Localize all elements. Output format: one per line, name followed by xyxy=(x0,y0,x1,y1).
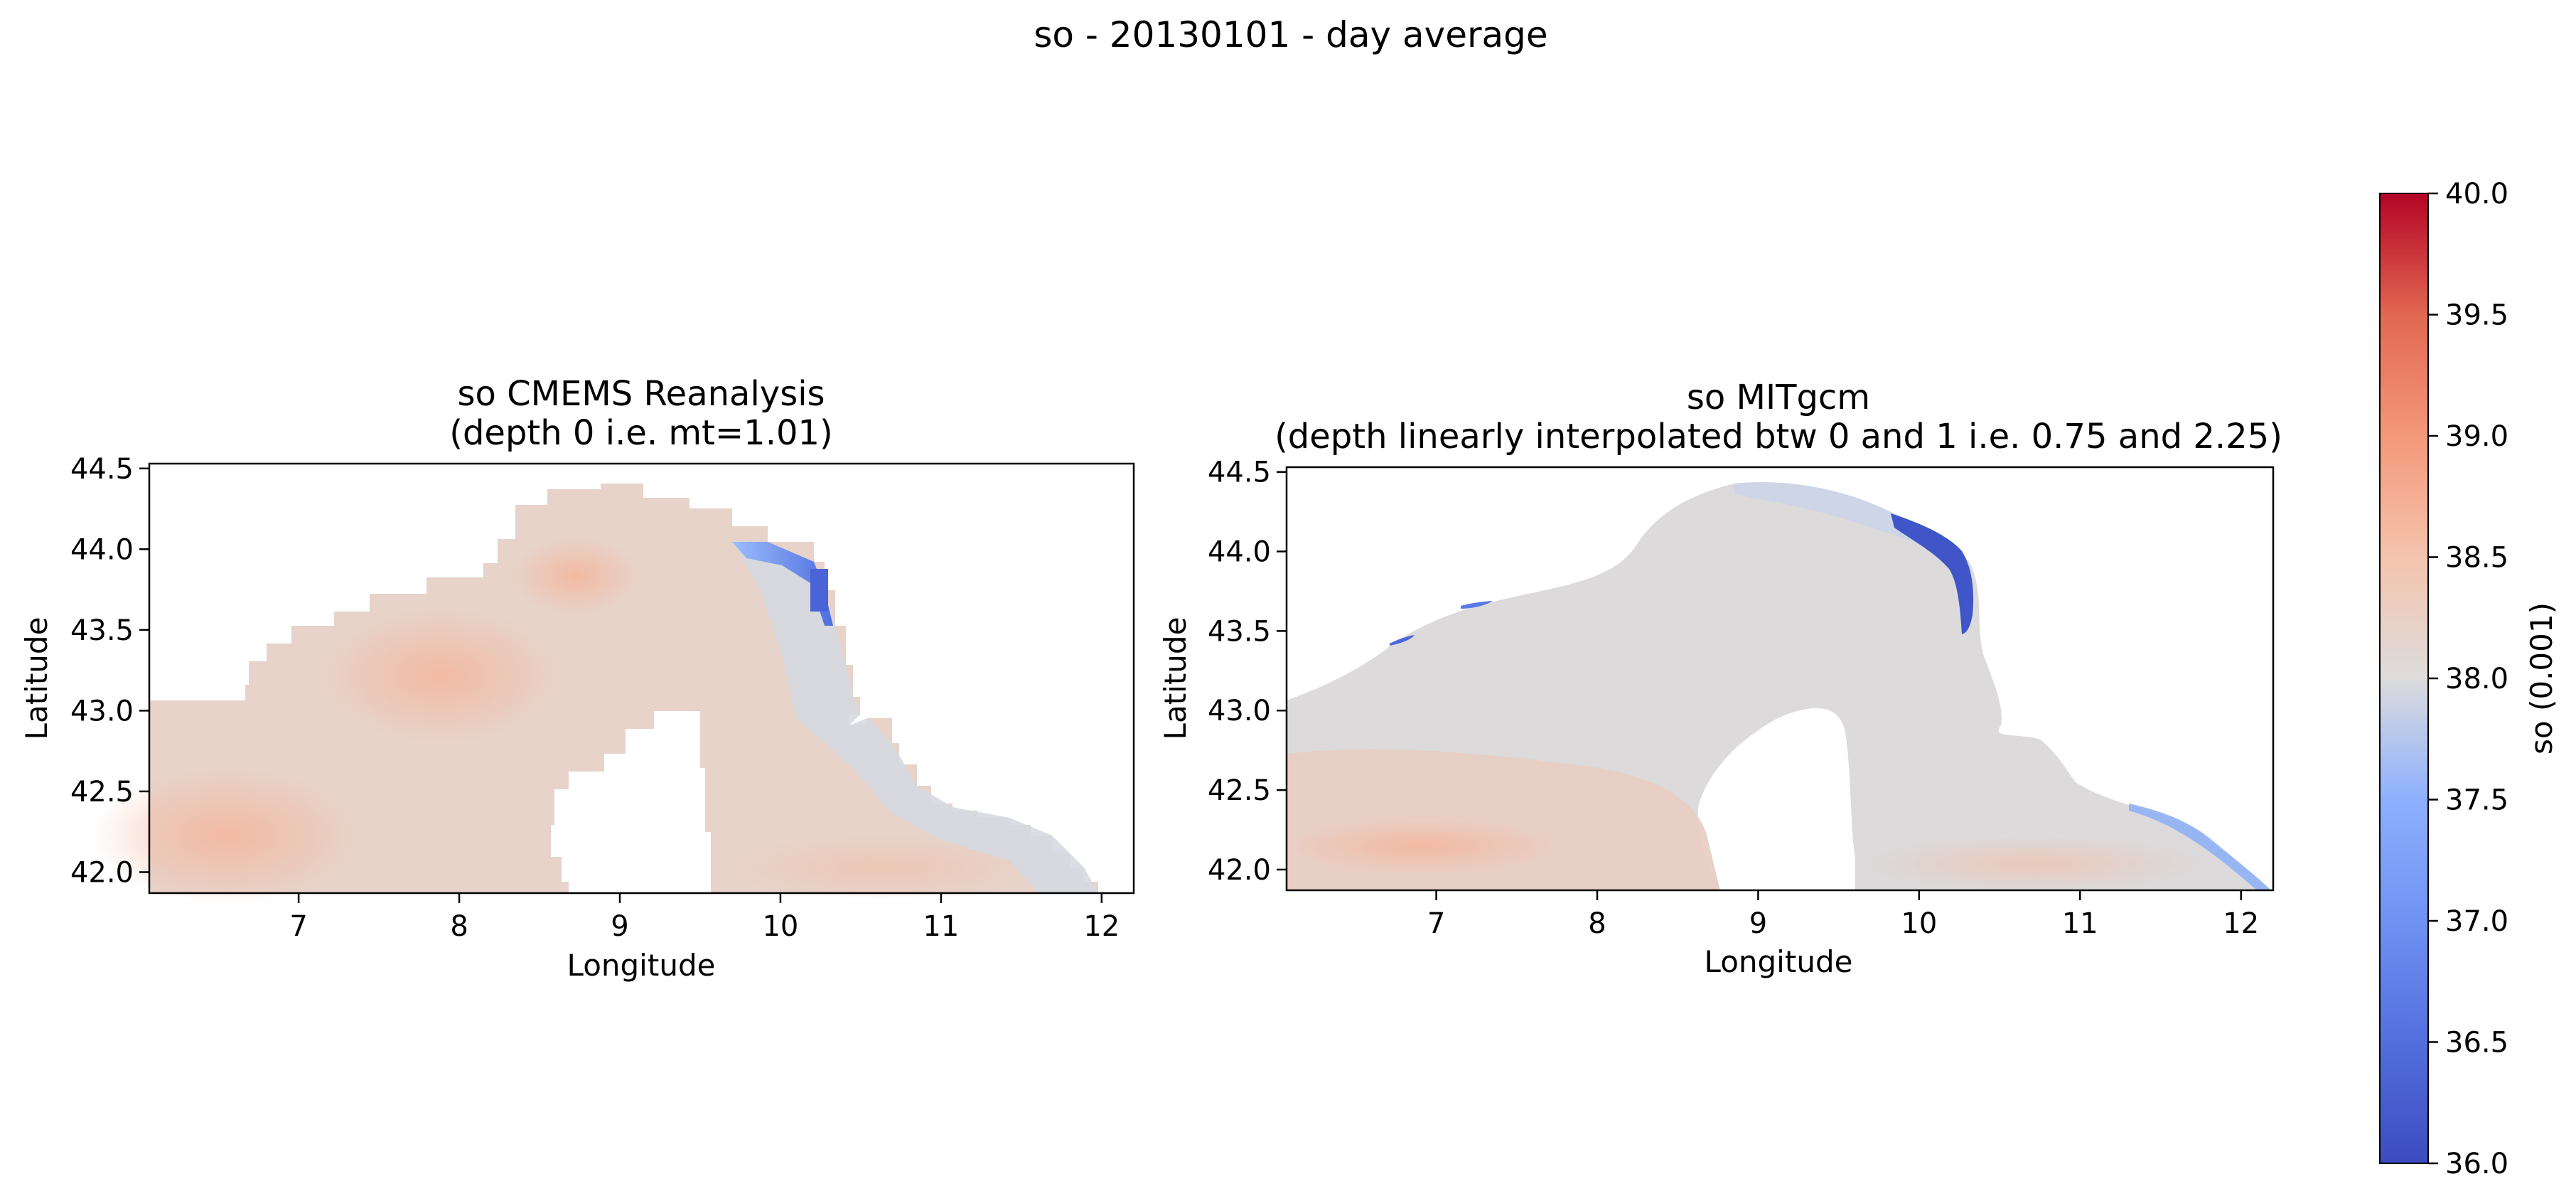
cmems-warm-north xyxy=(512,537,640,615)
cmems-xtick-label: 11 xyxy=(923,910,959,943)
colorbar-label: so (0.001) xyxy=(2524,602,2559,754)
cmems-ytick-label: 44.0 xyxy=(70,533,134,566)
panel-mitgcm: so MITgcm (depth linearly interpolated b… xyxy=(1158,378,2282,979)
mitgcm-ytick-label: 43.5 xyxy=(1208,615,1271,648)
mitgcm-fresh-spot-west2 xyxy=(1461,601,1493,609)
panel-mitgcm-map xyxy=(1287,482,2273,891)
colorbar-tick-label: 39.0 xyxy=(2445,420,2508,453)
mitgcm-fresh-edge-east xyxy=(2129,804,2271,890)
colorbar-tick-label: 38.5 xyxy=(2445,542,2508,575)
colorbar-tick-label: 37.5 xyxy=(2445,784,2508,817)
mitgcm-xtick-label: 12 xyxy=(2223,907,2259,940)
panel-mitgcm-title-line1: so MITgcm xyxy=(1687,378,1870,417)
mitgcm-xtick-label: 10 xyxy=(1901,907,1937,940)
cmems-fresh-core xyxy=(810,569,828,612)
figure-suptitle: so - 20130101 - day average xyxy=(1034,14,1547,55)
colorbar-ticks: 36.0 36.5 37.0 37.5 38.0 38.5 39.0 39.5 40.0 xyxy=(2428,178,2508,1180)
colorbar-tick-label: 36.5 xyxy=(2445,1027,2508,1059)
cmems-ytick-label: 42.5 xyxy=(70,776,134,808)
panel-cmems-xlabel: Longitude xyxy=(567,948,716,983)
panel-mitgcm-xlabel: Longitude xyxy=(1705,944,1853,979)
mitgcm-xtick-label: 7 xyxy=(1427,907,1445,940)
mitgcm-ytick-label: 44.0 xyxy=(1208,536,1271,569)
mitgcm-warm-southeast xyxy=(1862,837,2204,891)
colorbar-tick-label: 38.0 xyxy=(2445,663,2508,695)
mitgcm-xtick-label: 9 xyxy=(1749,907,1767,940)
cmems-fresh-tongue xyxy=(732,542,833,626)
cmems-xtick-label: 8 xyxy=(450,910,468,943)
cmems-sea-field xyxy=(149,484,1098,893)
panel-cmems-title-line1: so CMEMS Reanalysis xyxy=(457,374,825,414)
cmems-warm-west xyxy=(92,768,363,903)
colorbar-gradient xyxy=(2379,193,2429,1164)
panel-cmems-axes-frame xyxy=(148,462,1135,895)
mitgcm-fresh-spot-west1 xyxy=(1390,635,1415,646)
cmems-ytick-label: 44.5 xyxy=(70,453,134,486)
cmems-cool-east xyxy=(732,540,1098,893)
panel-mitgcm-axes-frame xyxy=(1285,466,2275,892)
cmems-xtick-label: 9 xyxy=(611,910,628,943)
panel-mitgcm-ylabel: Latitude xyxy=(1158,617,1193,740)
colorbar-tick-label: 39.5 xyxy=(2445,299,2508,332)
panel-cmems-title-line2: (depth 0 i.e. mt=1.01) xyxy=(449,413,833,453)
mitgcm-warm-south-band xyxy=(1287,818,1557,875)
mitgcm-ytick-label: 42.0 xyxy=(1208,854,1271,887)
panel-cmems-ylabel: Latitude xyxy=(19,617,54,740)
mitgcm-ytick-label: 43.0 xyxy=(1208,695,1271,727)
colorbar-tick-label: 37.0 xyxy=(2445,905,2508,938)
colorbar-tick-label: 40.0 xyxy=(2445,178,2508,210)
panel-cmems-map xyxy=(92,484,1098,903)
cmems-xtick-label: 10 xyxy=(762,910,798,943)
panel-cmems-ticks: 7 8 9 10 11 12 42.0 42.5 43.0 43.5 44.0 44.5 xyxy=(70,453,1120,943)
cmems-ytick-label: 42.0 xyxy=(70,856,134,889)
mitgcm-xtick-label: 8 xyxy=(1588,907,1606,940)
mitgcm-ytick-label: 44.5 xyxy=(1208,457,1271,489)
panel-mitgcm-title-line2: (depth linearly interpolated btw 0 and 1… xyxy=(1274,417,2282,457)
cmems-xtick-label: 7 xyxy=(289,910,307,943)
cmems-warm-center xyxy=(320,608,562,743)
cmems-ytick-label: 43.0 xyxy=(70,695,134,727)
cmems-ytick-label: 43.5 xyxy=(70,614,134,647)
cmems-xtick-label: 12 xyxy=(1083,910,1120,943)
mitgcm-ytick-label: 42.5 xyxy=(1208,774,1271,807)
cmems-warm-south xyxy=(725,836,1038,900)
mitgcm-xtick-label: 11 xyxy=(2062,907,2098,940)
panel-mitgcm-ticks: 7 8 9 10 11 12 42.0 42.5 43.0 43.5 44.0 44.5 xyxy=(1208,457,2259,940)
colorbar-tick-label: 36.0 xyxy=(2445,1148,2508,1180)
colorbar: 36.0 36.5 37.0 37.5 38.0 38.5 39.0 39.5 40.0 so … xyxy=(2379,178,2559,1180)
panel-cmems: so CMEMS Reanalysis (depth 0 i.e. mt=1.0… xyxy=(19,374,1135,983)
mitgcm-fresh-band xyxy=(1891,513,1974,634)
